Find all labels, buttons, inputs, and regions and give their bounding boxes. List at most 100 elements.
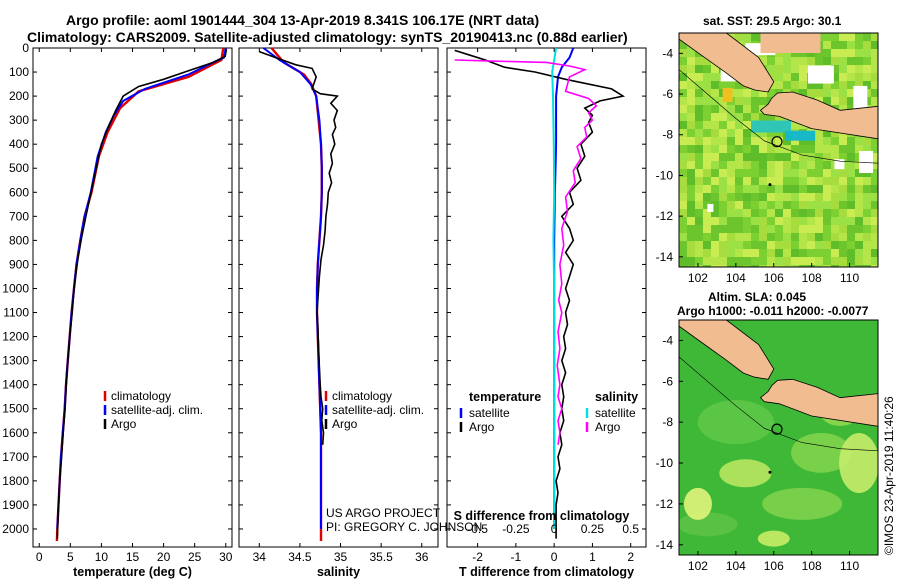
legend-entry: satellite-adj. clim. — [111, 403, 203, 417]
map-y-tick-label: -14 — [656, 250, 674, 264]
y-tick-label: 1100 — [3, 306, 29, 320]
sst-cell — [727, 145, 735, 153]
sst-cell — [735, 97, 743, 105]
sst-cell — [783, 257, 791, 265]
sst-cell — [823, 33, 831, 41]
sst-cell — [855, 169, 863, 177]
sst-cell — [831, 257, 839, 265]
map-x-tick-label: 106 — [764, 271, 784, 285]
sst-cell — [807, 193, 815, 201]
sst-cell — [687, 153, 695, 161]
x-tick-label: 30 — [219, 550, 233, 564]
sst-cell — [703, 241, 711, 249]
sst-cell — [871, 201, 878, 209]
sst-cell — [679, 73, 687, 81]
sla-anomaly — [719, 459, 772, 488]
sla-anomaly — [679, 512, 738, 537]
sst-cell — [863, 233, 871, 241]
salinity-axes-frame — [238, 47, 439, 548]
sst-cell — [687, 241, 695, 249]
sst-cell — [839, 97, 847, 105]
sst-cell — [799, 193, 807, 201]
sla-map-field — [679, 320, 878, 555]
x-tick-label: 20 — [157, 550, 171, 564]
x-tick-label: 34.5 — [288, 550, 312, 564]
sst-cell — [727, 209, 735, 217]
sst-cell — [743, 113, 751, 121]
difference-x-axis-label: T difference from climatology — [459, 565, 634, 579]
sst-cell — [759, 201, 767, 209]
sst-cell — [679, 137, 687, 145]
salinity-series-climatology — [270, 47, 323, 541]
sst-cell — [823, 249, 831, 257]
sst-cell — [823, 265, 831, 267]
sst-cell — [703, 169, 711, 177]
sst-cell — [727, 121, 735, 129]
sst-cell — [751, 241, 759, 249]
sst-cell — [695, 129, 703, 137]
sst-cell — [783, 137, 791, 145]
sst-cell — [743, 153, 751, 161]
sst-cell — [815, 169, 823, 177]
temperature-series-argo — [56, 49, 228, 539]
sst-cell — [871, 225, 878, 233]
sst-cell — [727, 153, 735, 161]
sst-cell — [799, 153, 807, 161]
sst-cell — [847, 177, 855, 185]
sst-cell — [695, 177, 703, 185]
sst-cell — [759, 217, 767, 225]
sst-cell — [791, 217, 799, 225]
sst-cell — [871, 169, 878, 177]
y-tick-label: 1600 — [2, 426, 29, 440]
sst-cell — [839, 145, 847, 153]
sst-cell — [807, 81, 815, 89]
land-borneo-edge — [760, 33, 821, 53]
y-tick-label: 1300 — [2, 354, 29, 368]
sst-cell — [743, 209, 751, 217]
sst-cell — [695, 265, 703, 267]
sst-cell — [831, 41, 839, 49]
sst-cell — [687, 89, 695, 97]
land-java — [758, 33, 878, 140]
sst-cool-patch — [751, 120, 792, 133]
sst-cell — [711, 97, 719, 105]
sst-cell — [735, 201, 743, 209]
sst-cell — [695, 193, 703, 201]
sst-cell — [815, 209, 823, 217]
sst-cell — [703, 73, 711, 81]
sst-cell — [847, 209, 855, 217]
sst-cell — [767, 113, 775, 121]
sst-cell — [839, 217, 847, 225]
legend-entry: satellite — [595, 406, 636, 420]
sst-cell — [735, 193, 743, 201]
sst-cell — [695, 233, 703, 241]
sst-cell — [839, 193, 847, 201]
sst-cell — [687, 265, 695, 267]
sst-cell — [807, 137, 815, 145]
sst-map-frame — [678, 32, 879, 268]
sst-cell — [815, 137, 823, 145]
map-x-tick-label: 106 — [764, 559, 784, 573]
legend-entry: Argo — [595, 420, 621, 434]
sst-cell — [783, 209, 791, 217]
y-tick-label: 1000 — [2, 281, 29, 295]
sst-cell — [871, 33, 878, 41]
sst-cell — [831, 65, 839, 73]
sst-cell — [863, 217, 871, 225]
sst-cell — [823, 41, 831, 49]
sla-map-frame — [678, 319, 879, 556]
sst-cell — [719, 145, 727, 153]
sst-cell — [767, 233, 775, 241]
sst-cell — [783, 217, 791, 225]
sst-cell — [735, 113, 743, 121]
sst-cell — [679, 201, 687, 209]
sst-cell — [679, 161, 687, 169]
map-y-tick-label: -12 — [656, 209, 674, 223]
sst-cell — [751, 137, 759, 145]
sst-cell — [743, 233, 751, 241]
difference-axes-frame — [446, 47, 647, 548]
sst-cell — [767, 177, 775, 185]
map-x-tick-label: 110 — [840, 559, 859, 573]
sst-cell — [775, 113, 783, 121]
